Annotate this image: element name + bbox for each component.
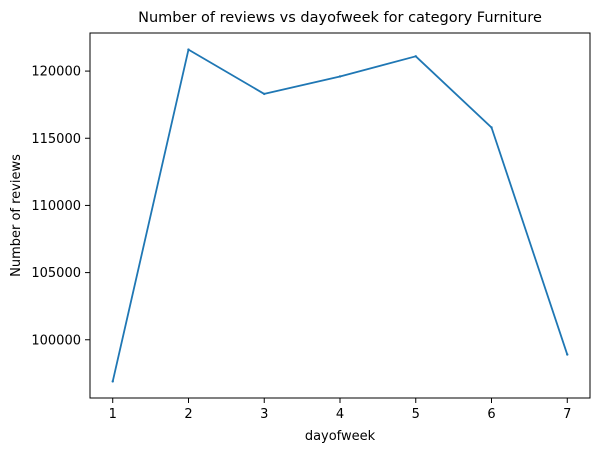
- data-point: [414, 55, 417, 58]
- x-tick-label: 3: [260, 407, 268, 422]
- y-tick-label: 115000: [31, 132, 81, 147]
- data-point: [187, 48, 190, 51]
- y-tick-label: 110000: [31, 199, 81, 214]
- plot-area-frame: [89, 32, 591, 399]
- series-line: [111, 48, 569, 382]
- x-tick-label: 7: [563, 407, 571, 422]
- data-point: [490, 126, 493, 129]
- x-tick-label: 2: [184, 407, 192, 422]
- x-axis-label: dayofweek: [305, 429, 376, 444]
- data-points: [111, 48, 569, 383]
- y-axis-ticks: 100000 105000 110000 115000 120000: [31, 65, 90, 348]
- y-axis-label: Number of reviews: [9, 154, 24, 277]
- y-tick-label: 100000: [31, 333, 81, 348]
- x-tick-label: 4: [336, 407, 344, 422]
- x-tick-label: 1: [109, 407, 117, 422]
- x-tick-label: 5: [412, 407, 420, 422]
- data-point: [263, 92, 266, 96]
- data-point: [566, 353, 569, 356]
- y-tick-label: 120000: [31, 65, 81, 80]
- data-point: [111, 380, 114, 383]
- x-tick-label: 6: [487, 407, 495, 422]
- x-axis-ticks: 1 2 3 4 5 6 7: [109, 398, 571, 422]
- data-point: [338, 75, 342, 78]
- chart-title: Number of reviews vs dayofweek for categ…: [138, 10, 542, 26]
- y-tick-label: 105000: [31, 266, 81, 281]
